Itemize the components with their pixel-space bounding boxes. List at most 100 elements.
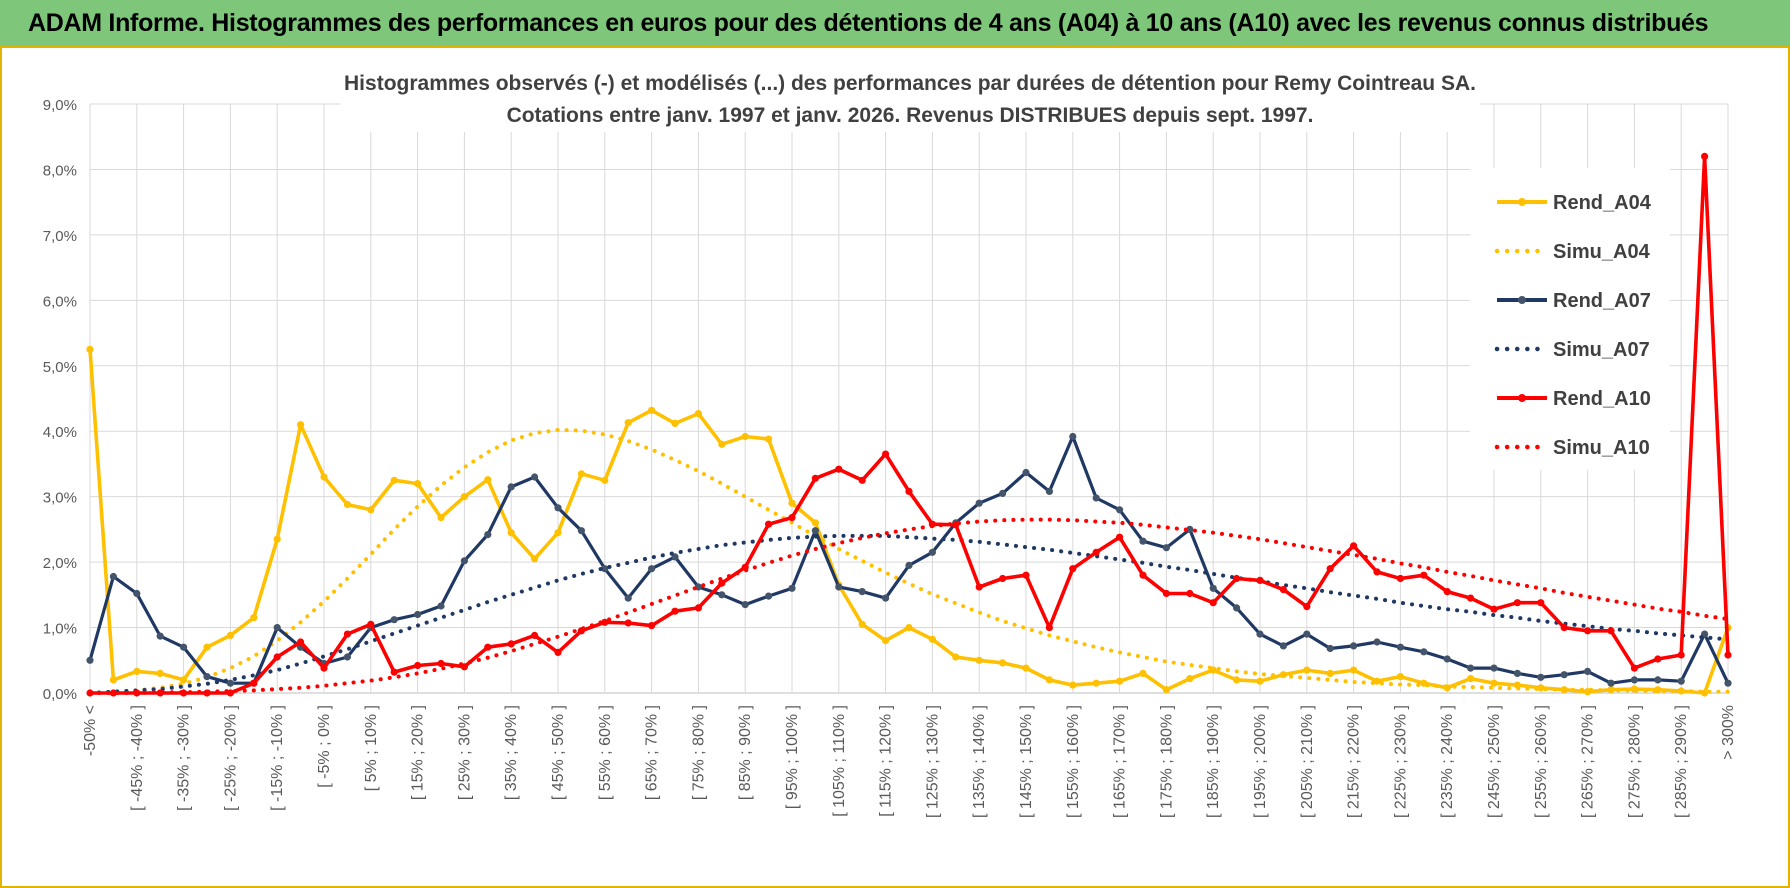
data-point-rend-a07 — [648, 565, 656, 573]
data-point-rend-a04 — [1350, 666, 1358, 674]
x-tick-label: [ 125% ; 130% ] — [924, 705, 941, 818]
x-tick-label: [ 75% ; 80% ] — [690, 705, 707, 800]
x-tick-label: [ 45% ; 50% ] — [550, 705, 567, 800]
data-point-rend-a04 — [390, 476, 398, 484]
data-point-rend-a10 — [1069, 565, 1077, 573]
x-tick-label: [ -45% ; -40% ] — [129, 705, 146, 811]
legend-label-rend-a04: Rend_A04 — [1553, 192, 1652, 214]
data-point-rend-a04 — [320, 473, 328, 481]
chart-title-block: Histogrammes observés (-) et modélisés (… — [340, 68, 1480, 132]
data-point-rend-a10 — [1701, 152, 1709, 160]
x-tick-label: [ 265% ; 270% ] — [1580, 705, 1597, 818]
report-title: ADAM Informe. Histogrammes des performan… — [28, 9, 1709, 37]
data-point-rend-a07 — [1560, 671, 1568, 679]
data-point-rend-a07 — [1443, 655, 1451, 663]
data-point-rend-a10 — [694, 604, 703, 612]
x-tick-label: -50% < — [82, 705, 99, 756]
x-axis-ticks: -50% < [ -45% ; -40% ] [ -35% ; -30% ] [ -2… — [82, 705, 1737, 818]
x-tick-label: [ 155% ; 160% ] — [1065, 705, 1082, 818]
data-point-rend-a10 — [1233, 574, 1241, 583]
data-point-rend-a10 — [531, 631, 539, 640]
data-point-rend-a10 — [811, 474, 820, 482]
data-point-rend-a04 — [86, 345, 94, 353]
data-point-rend-a04 — [671, 419, 679, 427]
data-point-rend-a04 — [648, 406, 656, 414]
data-point-rend-a04 — [1256, 677, 1264, 685]
data-point-rend-a07 — [1513, 669, 1521, 678]
data-point-rend-a07 — [1092, 494, 1100, 502]
data-point-rend-a07 — [1607, 679, 1615, 687]
data-point-rend-a04 — [1139, 669, 1147, 678]
data-point-rend-a10 — [624, 619, 632, 627]
data-point-rend-a10 — [648, 622, 656, 630]
data-point-rend-a07 — [1233, 604, 1241, 612]
x-tick-label: [ 135% ; 140% ] — [971, 705, 988, 818]
legend-label-rend-a07: Rend_A07 — [1553, 290, 1651, 312]
legend-marker-rend-a10 — [1518, 394, 1526, 402]
legend-label-simu-a07: Simu_A07 — [1553, 339, 1650, 361]
data-point-rend-a07 — [484, 531, 492, 539]
data-point-rend-a04 — [577, 470, 586, 478]
y-tick-label: 0,0% — [43, 686, 77, 703]
data-point-rend-a04 — [1373, 677, 1381, 685]
x-tick-label: [ 185% ; 190% ] — [1205, 705, 1222, 818]
x-tick-label: [ 275% ; 280% ] — [1626, 705, 1643, 818]
data-point-rend-a10 — [390, 668, 398, 676]
data-point-rend-a07 — [203, 673, 211, 681]
data-point-rend-a04 — [1326, 669, 1334, 678]
data-point-rend-a07 — [531, 473, 539, 481]
data-point-rend-a10 — [788, 514, 796, 522]
x-tick-label: [ 15% ; 20% ] — [410, 705, 427, 800]
legend-label-simu-a10: Simu_A10 — [1553, 437, 1650, 459]
data-point-rend-a07 — [601, 565, 609, 573]
data-point-rend-a10 — [1045, 624, 1053, 632]
data-point-rend-a04 — [858, 620, 866, 628]
data-point-rend-a04 — [1467, 675, 1475, 683]
data-point-rend-a07 — [226, 679, 234, 687]
data-point-rend-a10 — [1373, 568, 1381, 576]
data-point-rend-a04 — [882, 637, 890, 645]
x-tick-label: [ 105% ; 110% ] — [831, 705, 848, 817]
data-point-rend-a07 — [577, 527, 586, 535]
x-tick-label: [ -25% ; -20% ] — [222, 705, 239, 811]
data-point-rend-a10 — [507, 640, 515, 648]
data-point-rend-a10 — [1256, 576, 1264, 585]
x-tick-label: [ 235% ; 240% ] — [1439, 705, 1456, 818]
data-point-rend-a10 — [1607, 627, 1615, 635]
data-point-rend-a04 — [1303, 666, 1311, 674]
data-point-rend-a04 — [109, 676, 117, 684]
data-point-rend-a07 — [133, 589, 141, 598]
data-point-rend-a10 — [975, 583, 983, 591]
data-point-rend-a04 — [624, 419, 632, 427]
x-tick-label: [ 95% ; 100% ] — [784, 705, 801, 809]
data-point-rend-a10 — [1279, 586, 1287, 594]
data-point-rend-a07 — [1490, 664, 1498, 672]
data-point-rend-a10 — [554, 648, 562, 657]
data-point-rend-a10 — [1490, 605, 1498, 613]
data-point-rend-a07 — [1139, 537, 1147, 545]
data-point-rend-a10 — [484, 643, 492, 651]
data-point-rend-a07 — [1350, 642, 1358, 650]
report-banner: ADAM Informe. Histogrammes des performan… — [0, 0, 1790, 48]
data-point-rend-a07 — [1116, 506, 1124, 514]
data-point-rend-a07 — [741, 601, 749, 609]
data-point-rend-a07 — [554, 504, 562, 512]
data-point-rend-a10 — [1630, 664, 1638, 672]
data-point-rend-a07 — [975, 499, 983, 507]
data-point-rend-a10 — [1396, 574, 1404, 583]
data-point-rend-a10 — [250, 679, 258, 687]
data-point-rend-a07 — [765, 592, 773, 600]
gridlines — [89, 103, 1729, 694]
data-point-rend-a07 — [343, 653, 351, 661]
data-point-rend-a10 — [226, 689, 234, 697]
x-tick-label: [ 65% ; 70% ] — [644, 705, 661, 800]
data-point-rend-a07 — [1630, 676, 1638, 684]
data-point-rend-a10 — [671, 607, 679, 615]
data-point-rend-a10 — [320, 664, 328, 672]
x-tick-label: [ 245% ; 250% ] — [1486, 705, 1503, 818]
data-point-rend-a04 — [1701, 689, 1709, 697]
data-point-rend-a07 — [273, 624, 281, 632]
data-point-rend-a07 — [1069, 432, 1077, 441]
x-tick-label: [ 285% ; 290% ] — [1673, 705, 1690, 818]
data-point-rend-a04 — [156, 669, 164, 678]
